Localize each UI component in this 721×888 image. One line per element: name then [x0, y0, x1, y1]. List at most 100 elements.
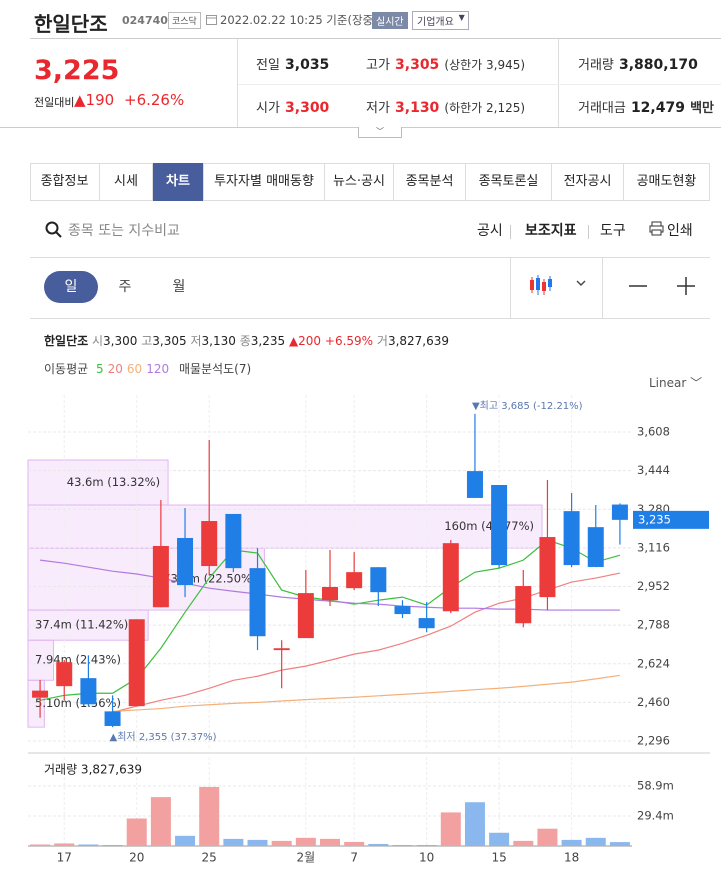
ma-line: [112, 572, 621, 713]
legend-entry[interactable]: 60: [126, 362, 143, 376]
x-tick-label: 2월: [296, 851, 315, 865]
candle-body: [56, 662, 73, 687]
volume-bar: [78, 844, 99, 846]
tool-button[interactable]: 공시: [477, 223, 503, 239]
volume-bar: [320, 838, 340, 846]
volume-profile-label: 5.10m (1.56%): [35, 696, 121, 710]
stat-unit: 백만: [690, 101, 714, 116]
candle-body: [491, 484, 508, 566]
legend-entry[interactable]: 120: [146, 362, 170, 376]
tab[interactable]: 전자공시: [552, 163, 624, 201]
tab[interactable]: 공매도현황: [624, 163, 710, 201]
volume-bar: [150, 797, 171, 846]
tool-button[interactable]: 인쇄: [667, 223, 693, 239]
candle-body: [611, 504, 628, 520]
volume-bar: [464, 802, 485, 846]
tab[interactable]: 차트: [153, 163, 204, 201]
zoom-in-button[interactable]: [676, 277, 696, 295]
dropdown-icon: ▼: [458, 13, 465, 22]
volume-bar: [609, 842, 630, 846]
candle-body: [418, 618, 435, 629]
divider: [237, 39, 238, 127]
y-tick-label: 2,460: [637, 695, 670, 709]
zoom-out-button[interactable]: [628, 277, 648, 295]
period-button[interactable]: 주: [118, 279, 132, 295]
stock-code: 024740: [122, 14, 168, 27]
stat-label: 전일: [256, 58, 280, 73]
tab[interactable]: 뉴스·공시: [325, 163, 394, 201]
volume-bar: [102, 844, 123, 846]
volume-bar: [392, 844, 413, 846]
y-tick-label: 2,624: [637, 656, 670, 670]
search-input[interactable]: 종목 또는 지수비교: [68, 223, 180, 239]
stat-note: (하한가 2,125): [444, 101, 526, 115]
volume-tick-label: 58.9m: [637, 779, 674, 793]
chart-type-icon[interactable]: [529, 273, 555, 297]
volume-bar: [585, 837, 606, 846]
legend-entry[interactable]: 5: [96, 362, 104, 376]
volume-bar: [344, 841, 365, 846]
scale-button[interactable]: Linear ﹀: [649, 376, 703, 390]
tool-button[interactable]: 도구: [600, 223, 626, 239]
stat-label: 거래대금: [578, 101, 626, 116]
volume-bar: [295, 837, 316, 846]
stat: 거래량 3,880,170: [578, 54, 698, 73]
info-value: 3,130: [201, 334, 236, 348]
volume-profile-label: 160m (48.77%): [444, 519, 534, 533]
candle-body: [322, 586, 338, 601]
legend-profile[interactable]: 매물분석도(7): [178, 362, 252, 376]
volume-bar: [440, 812, 461, 846]
period-button[interactable]: 일: [44, 271, 98, 303]
y-tick-label: 2,952: [637, 579, 670, 593]
y-tick-label: 3,444: [637, 463, 670, 477]
legend-title: 이동평균: [44, 362, 89, 376]
expand-button[interactable]: ﹀: [358, 127, 402, 138]
candle-body: [442, 543, 459, 612]
volume-bar: [513, 840, 534, 846]
stat-value: 3,130: [395, 100, 440, 116]
tab[interactable]: 종목토론실: [466, 163, 552, 201]
y-tick-label: 3,116: [637, 540, 670, 554]
divider: [238, 84, 721, 85]
divider: [30, 318, 710, 319]
volume-profile-label: 7.94m (2.43%): [35, 653, 121, 667]
tab[interactable]: 투자자별 매매동향: [204, 163, 325, 201]
volume-profile-bar: [27, 504, 543, 549]
info-value: 3,235: [250, 334, 286, 348]
chart-info: 한일단조 시3,300 고3,305 저3,130 종3,235 ▲200 +6…: [44, 332, 449, 349]
x-tick-label: 18: [564, 851, 579, 865]
x-tick-label: 15: [491, 851, 506, 865]
realtime-badge: 실시간: [372, 12, 408, 29]
candle-body: [177, 537, 194, 586]
stat-note: (상한가 3,945): [444, 58, 526, 72]
legend-entry[interactable]: 20: [107, 362, 123, 376]
tab[interactable]: 종합정보: [30, 163, 100, 201]
volume-profile-label: 43.6m (13.32%): [67, 475, 160, 489]
legend: 이동평균 5 20 60 120 매물분석도(7): [44, 360, 251, 377]
company-button[interactable]: 기업개요 ▼: [412, 11, 469, 30]
stock-name: 한일단조: [34, 12, 108, 36]
tab[interactable]: 시세: [100, 163, 153, 201]
high-annotation: ▼최고 3,685 (-12.21%): [472, 400, 583, 412]
candle-body: [587, 527, 604, 567]
chevron-icon[interactable]: [576, 280, 586, 288]
y-tick-label: 2,296: [637, 734, 670, 748]
volume-bar: [561, 839, 582, 846]
stat: 전일 3,035: [256, 54, 329, 73]
print-icon: [649, 221, 664, 236]
scale-label: Linear: [649, 376, 687, 390]
candle-body: [128, 619, 145, 707]
y-tick-label: 3,608: [637, 424, 670, 438]
divider: [30, 38, 721, 39]
x-tick-label: 17: [57, 851, 72, 865]
period-button[interactable]: 월: [172, 279, 186, 295]
info-label: 종: [239, 334, 251, 348]
candle-body: [297, 593, 314, 639]
tab[interactable]: 종목분석: [394, 163, 466, 201]
tool-button[interactable]: 보조지표: [525, 223, 577, 239]
volume-bar: [54, 843, 75, 846]
datetime: 2022.02.22 10:25 기준(장중): [220, 13, 378, 27]
candle-body: [32, 690, 49, 698]
info-label: 거: [376, 334, 388, 348]
